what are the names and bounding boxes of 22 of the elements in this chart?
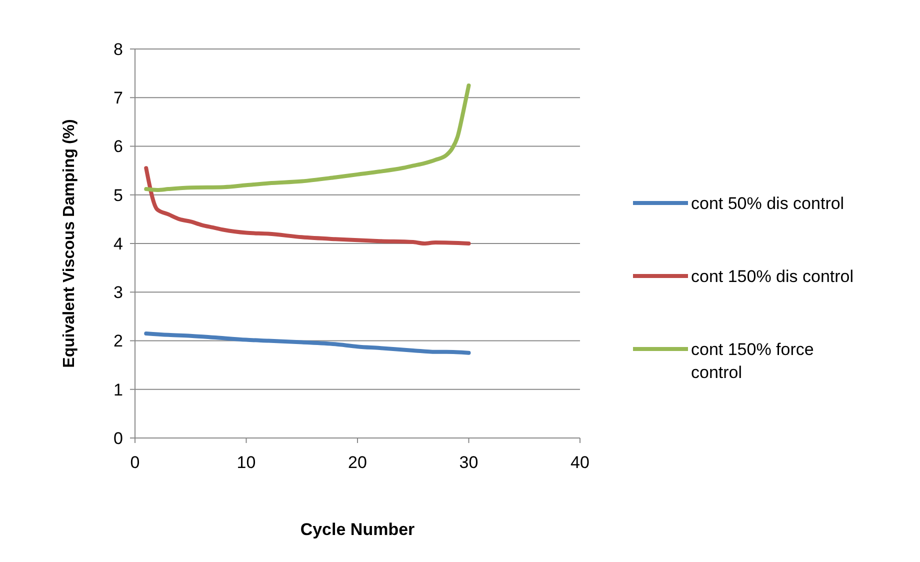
x-tick-label: 10 bbox=[236, 453, 256, 472]
y-tick-label: 1 bbox=[114, 380, 123, 400]
y-tick-label: 2 bbox=[114, 332, 123, 351]
y-tick-label: 7 bbox=[114, 88, 123, 108]
line-series bbox=[144, 166, 471, 246]
x-axis-title: Cycle Number bbox=[300, 520, 416, 539]
x-tick-label: 40 bbox=[570, 453, 590, 472]
legend-label: cont 150% force control bbox=[691, 340, 814, 382]
y-tick-label: 6 bbox=[114, 137, 123, 156]
y-tick-label: 8 bbox=[114, 40, 123, 59]
y-tick-label: 0 bbox=[114, 428, 123, 448]
line-series bbox=[144, 83, 471, 192]
line-series bbox=[144, 331, 471, 355]
x-tick-label: 30 bbox=[459, 453, 478, 472]
x-tick-label: 20 bbox=[348, 453, 367, 472]
y-tick-label: 5 bbox=[114, 186, 123, 205]
legend-label: cont 50% dis control bbox=[691, 194, 844, 213]
y-axis-title: Equivalent Viscous Damping (%) bbox=[61, 119, 78, 368]
legend-label: cont 150% dis control bbox=[691, 266, 854, 286]
y-tick-label: 4 bbox=[114, 234, 123, 254]
y-tick-label: 3 bbox=[114, 283, 123, 302]
x-tick-label: 0 bbox=[130, 453, 140, 472]
